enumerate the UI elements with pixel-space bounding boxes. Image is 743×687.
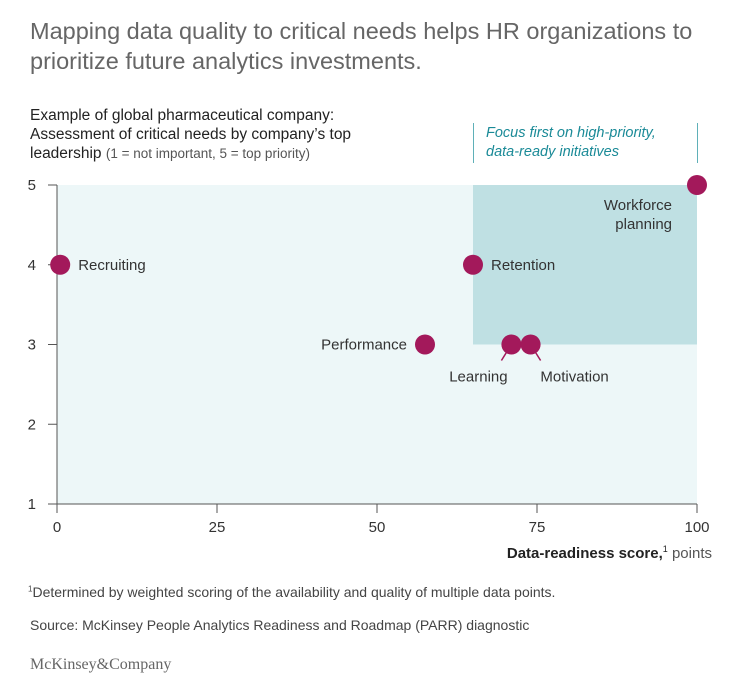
data-point-workforce-planning	[687, 175, 707, 195]
focus-annotation-line-2: data-ready initiatives	[486, 144, 619, 160]
point-label-learning: Learning	[449, 369, 507, 386]
footnote-marker: 1	[28, 584, 33, 594]
x-axis-title-text: Data-readiness score,	[506, 545, 663, 562]
x-tick-label: 50	[369, 519, 386, 536]
focus-annotation: Focus first on high-priority, data-ready…	[486, 124, 706, 162]
mckinsey-logo: McKinsey&Company	[30, 656, 172, 673]
focus-region	[473, 185, 697, 345]
y-tick-label: 5	[28, 177, 36, 194]
data-point-recruiting	[50, 254, 71, 275]
footnote-text: Determined by weighted scoring of the av…	[32, 584, 556, 600]
data-point-learning	[501, 334, 522, 355]
y-tick-label: 2	[28, 416, 36, 433]
point-label-retention: Retention	[491, 257, 555, 274]
focus-bracket-right	[697, 123, 698, 163]
data-point-retention	[463, 254, 483, 275]
focus-bracket-left	[473, 123, 474, 163]
chart-headline: Mapping data quality to critical needs h…	[30, 18, 693, 74]
x-tick-label: 25	[209, 519, 226, 536]
focus-annotation-line-1: Focus first on high-priority,	[486, 125, 656, 141]
y-tick-label: 4	[28, 257, 36, 274]
subtitle-line-1: Example of global pharmaceutical company…	[30, 107, 335, 124]
point-label-workforce-planning-line-1: Workforce	[604, 197, 672, 214]
source-note: Source: McKinsey People Analytics Readin…	[30, 617, 530, 633]
data-point-motivation	[520, 334, 541, 355]
point-label-recruiting: Recruiting	[78, 257, 146, 274]
chart-subtitle: Example of global pharmaceutical company…	[30, 106, 430, 163]
x-axis-title: Data-readiness score,1 points	[440, 544, 712, 563]
point-label-motivation: Motivation	[540, 369, 608, 386]
x-tick-label: 0	[53, 519, 61, 536]
y-tick-label: 1	[28, 496, 36, 513]
subtitle-scale-note: (1 = not important, 5 = top priority)	[105, 146, 310, 161]
footnote: 1Determined by weighted scoring of the a…	[28, 584, 555, 600]
x-axis-footnote-marker: 1	[662, 544, 668, 554]
x-axis-units: points	[671, 545, 712, 562]
y-tick-label: 3	[28, 337, 36, 354]
x-tick-label: 100	[684, 519, 709, 536]
subtitle-line-2: Assessment of critical needs by company’…	[30, 126, 352, 143]
point-label-workforce-planning-line-2: planning	[615, 216, 672, 233]
data-point-performance	[415, 334, 435, 355]
subtitle-line-3-text: leadership	[30, 145, 102, 162]
subtitle-line-3: leadership (1 = not important, 5 = top p…	[30, 144, 430, 163]
x-tick-label: 75	[529, 519, 546, 536]
point-label-performance: Performance	[321, 337, 407, 354]
